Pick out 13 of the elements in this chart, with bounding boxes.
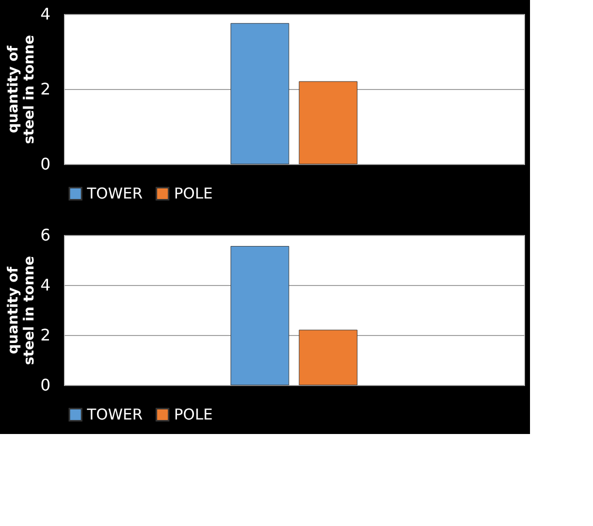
y-axis-title: quantity of steel in tonne bbox=[5, 256, 38, 366]
legend-label: POLE bbox=[174, 184, 213, 203]
y-tick-label: 4 bbox=[40, 276, 50, 294]
y-tick-label: 2 bbox=[40, 80, 50, 98]
legend-label: TOWER bbox=[86, 184, 143, 203]
y-tick-label: 0 bbox=[40, 154, 50, 174]
y-tick-label: 4 bbox=[40, 4, 50, 24]
y-tick-label: 2 bbox=[40, 326, 50, 344]
y-tick-label: 0 bbox=[40, 376, 50, 394]
legend-label: POLE bbox=[174, 406, 213, 424]
y-axis-title: quantity of steel in tonne bbox=[5, 34, 38, 144]
y-tick-label: 6 bbox=[40, 226, 50, 244]
legend-label: TOWER bbox=[86, 406, 143, 424]
